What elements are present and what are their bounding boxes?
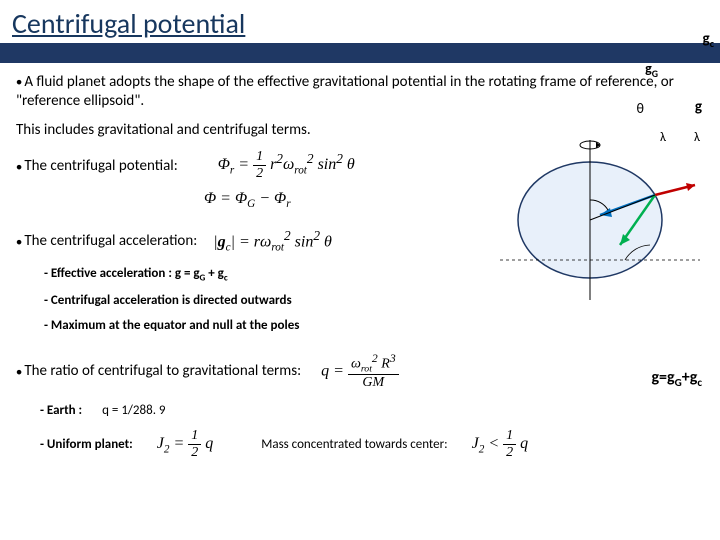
g-equation-right: g=gG+gc [651,368,702,390]
earth-label: - Earth : [40,403,82,418]
g-label: g [695,98,702,116]
j2-uniform: J2 = 12 q [157,428,214,461]
slide-title: Centrifugal potential [12,6,708,41]
ratio-label: The ratio of centrifugal to gravitationa… [16,362,301,380]
cent-acc-label: The centrifugal acceleration: [16,232,197,250]
gc-label: gc [702,30,714,50]
phi-r-formula: Φr = 12 r2ωrot2 sin2 θ [218,149,355,182]
q-formula: q = ωrot2 R3GM [321,352,398,391]
uniform-label: - Uniform planet: [40,437,133,452]
j2-mass: J2 < 12 q [472,428,529,461]
mass-label: Mass concentrated towards center: [261,437,447,452]
earth-value: q = 1/288. 9 [102,403,165,418]
intro-text: A fluid planet adopts the shape of the e… [16,73,704,111]
title-bar [0,43,720,63]
cent-pot-label: The centrifugal potential: [16,157,178,175]
lambda-label-1: λ [660,130,666,145]
phi-total-formula: Φ = ΦG − Φr [204,190,291,210]
theta-label: θ [637,100,644,117]
sub-bullet-3: - Maximum at the equator and null at the… [44,314,704,337]
ellipsoid-diagram [500,125,700,305]
lambda-label-2: λ [694,130,700,145]
gc-formula: |gc| = rωrot2 sin2 θ [213,228,332,254]
gg-label: gG [645,60,658,80]
